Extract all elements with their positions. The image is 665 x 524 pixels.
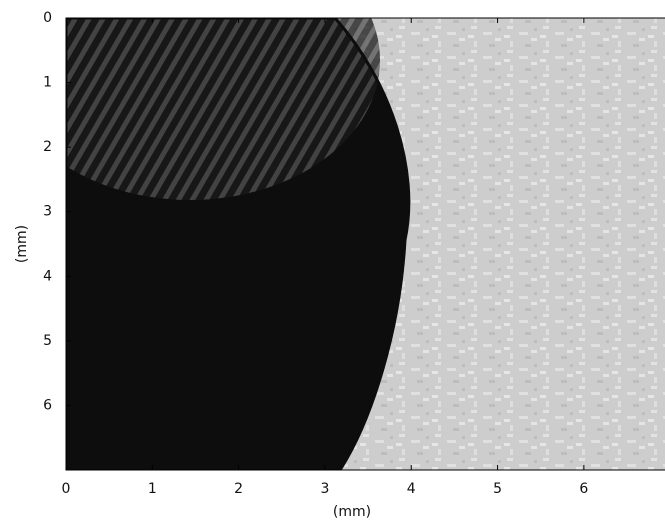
x-axis-label: (mm) [333,504,371,520]
y-tick-label: 2 [43,139,52,155]
y-tick-label: 4 [43,268,52,284]
y-tick-label: 6 [43,397,52,413]
y-tick-label: 3 [43,204,52,220]
x-tick-label: 4 [407,481,416,497]
y-tick-label: 1 [43,75,52,91]
frame [65,17,665,471]
x-tick-label: 2 [234,481,243,497]
y-tick-label: 0 [43,10,52,26]
x-tick-label: 5 [493,481,502,497]
image [66,18,665,470]
x-tick-label: 0 [62,481,71,497]
x-tick-label: 1 [148,481,157,497]
x-tick-label: 6 [579,481,588,497]
y-tick-label: 5 [43,333,52,349]
x-tick-label: 3 [320,481,329,497]
y-axis-label: (mm) [14,225,30,263]
